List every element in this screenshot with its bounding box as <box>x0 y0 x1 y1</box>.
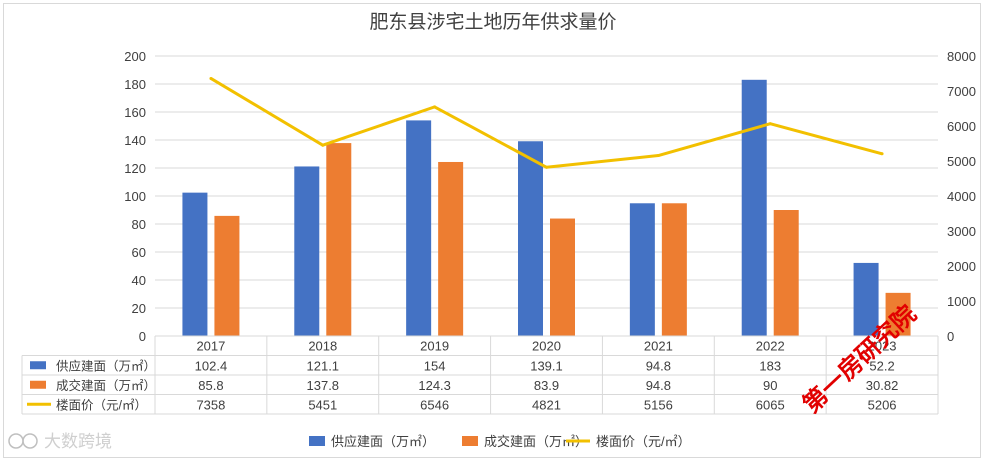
data-label: 121.1 <box>307 358 340 373</box>
legend-label: 楼面价（元/㎡） <box>596 434 691 449</box>
table-series-label: 成交建面（万㎡） <box>56 378 156 393</box>
y-left-tick-label: 80 <box>132 217 146 232</box>
x-tick-label: 2021 <box>644 339 673 354</box>
data-label: 4821 <box>532 397 561 412</box>
y-left-tick-label: 60 <box>132 245 146 260</box>
price-point <box>768 122 772 126</box>
y-right-tick-label: 5000 <box>947 154 976 169</box>
data-label: 90 <box>763 378 777 393</box>
bar-deal <box>214 215 240 336</box>
data-label: 6065 <box>756 397 785 412</box>
price-point <box>880 152 884 156</box>
source-logo-icon <box>22 433 38 449</box>
y-left-tick-label: 160 <box>124 105 146 120</box>
y-left-tick-label: 20 <box>132 301 146 316</box>
source-logo-icon <box>8 433 24 449</box>
bar-deal <box>550 218 575 336</box>
y-right-tick-label: 6000 <box>947 119 976 134</box>
table-legend-key <box>30 361 46 370</box>
data-label: 83.9 <box>534 378 559 393</box>
table-series-label: 楼面价（元/㎡） <box>56 397 147 412</box>
bar-deal <box>885 292 911 336</box>
bar-supply <box>853 262 879 336</box>
y-left-tick-label: 180 <box>124 77 146 92</box>
data-label: 94.8 <box>646 378 671 393</box>
y-right-tick-label: 0 <box>947 329 954 344</box>
data-label: 5156 <box>644 397 673 412</box>
y-right-tick-label: 4000 <box>947 189 976 204</box>
price-point <box>433 105 437 109</box>
data-label: 183 <box>759 358 781 373</box>
price-point <box>656 154 660 158</box>
y-right-tick-label: 1000 <box>947 294 976 309</box>
y-right-tick-label: 2000 <box>947 259 976 274</box>
legend-label: 供应建面（万㎡） <box>331 434 435 449</box>
data-label: 7358 <box>196 397 225 412</box>
bar-deal <box>438 161 464 336</box>
data-label: 5451 <box>308 397 337 412</box>
bar-supply <box>182 192 208 336</box>
data-label: 94.8 <box>646 358 671 373</box>
data-label: 5206 <box>868 397 897 412</box>
y-right-tick-label: 8000 <box>947 49 976 64</box>
x-tick-label: 2018 <box>308 339 337 354</box>
x-tick-label: 2017 <box>196 339 225 354</box>
data-label: 85.8 <box>198 378 223 393</box>
data-label: 124.3 <box>418 378 451 393</box>
price-line <box>210 77 883 169</box>
legend-key <box>309 436 325 446</box>
y-left-tick-label: 140 <box>124 133 146 148</box>
bar-supply <box>741 79 767 337</box>
data-label: 52.2 <box>869 358 894 373</box>
data-label: 137.8 <box>307 378 340 393</box>
table-legend-key <box>30 380 46 389</box>
y-left-tick-label: 120 <box>124 161 146 176</box>
x-tick-label: 2023 <box>868 339 897 354</box>
bar-supply <box>406 120 432 337</box>
y-left-tick-label: 0 <box>139 329 146 344</box>
data-label: 102.4 <box>195 358 228 373</box>
y-left-tick-label: 100 <box>124 189 146 204</box>
legend-key <box>462 436 478 446</box>
price-point <box>545 165 548 169</box>
source-watermark: 大数跨境 <box>44 432 112 451</box>
bar-supply <box>518 141 543 336</box>
table-series-label: 供应建面（万㎡） <box>56 358 156 373</box>
bar-deal <box>661 203 687 336</box>
chart-title: 肥东县涉宅土地历年供求量价 <box>369 11 616 33</box>
x-tick-label: 2022 <box>756 339 785 354</box>
y-left-tick-label: 40 <box>132 273 146 288</box>
x-tick-label: 2019 <box>420 339 449 354</box>
y-right-tick-label: 7000 <box>947 84 976 99</box>
data-label: 30.82 <box>866 378 899 393</box>
x-tick-label: 2020 <box>532 339 561 354</box>
y-left-tick-label: 200 <box>124 49 146 64</box>
y-right-tick-label: 3000 <box>947 224 976 239</box>
bar-deal <box>773 210 799 336</box>
data-label: 154 <box>424 358 446 373</box>
bar-supply <box>294 166 320 336</box>
legend-label: 成交建面（万㎡） <box>484 434 588 449</box>
price-point <box>321 143 325 147</box>
bar-deal <box>326 143 352 336</box>
bar-supply <box>629 203 655 336</box>
price-point <box>209 76 213 80</box>
data-label: 6546 <box>420 397 449 412</box>
data-label: 139.1 <box>530 358 563 373</box>
